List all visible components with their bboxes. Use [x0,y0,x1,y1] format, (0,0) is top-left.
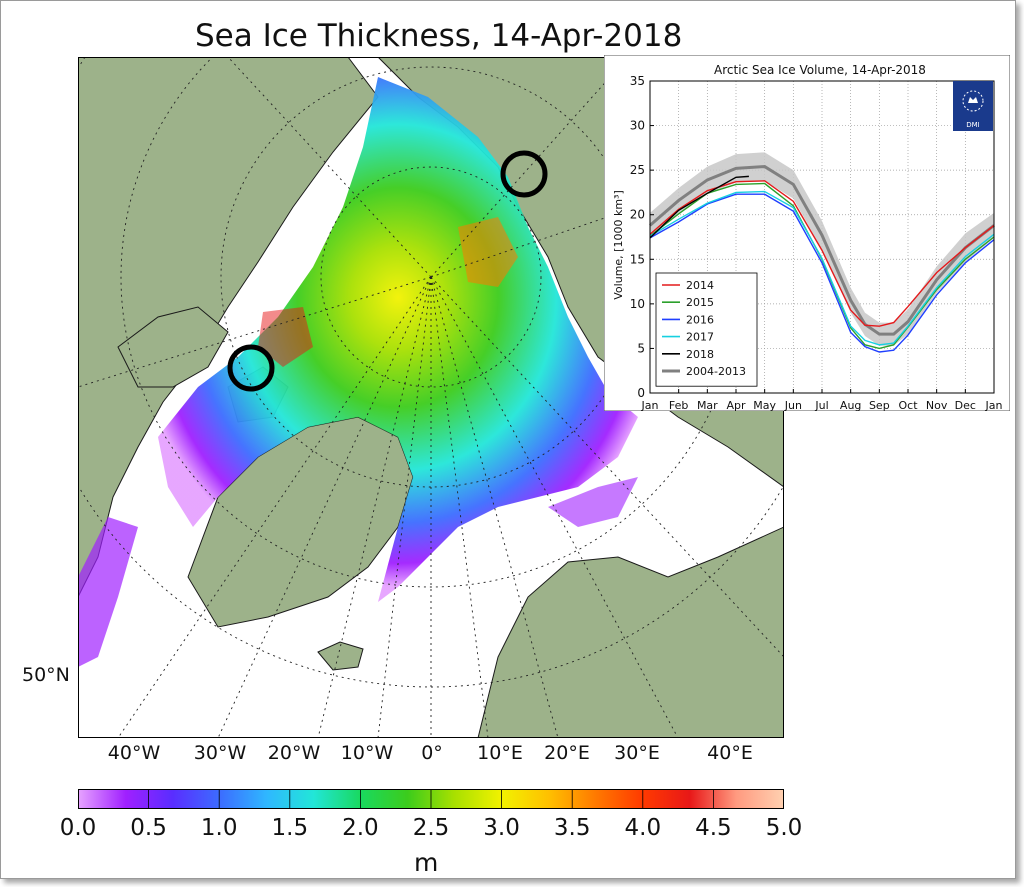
series-line-2004-2013 [649,165,995,336]
legend-box [655,272,758,387]
land-iceland [317,641,364,671]
x-tick-label: Jan [641,399,659,411]
lon-label-40e: 40°E [707,742,753,764]
x-tick-label: Apr [726,399,746,411]
x-tick-label: Aug [840,399,861,411]
y-tick-label: 10 [630,297,645,311]
colorbar-tick-label: 1.5 [271,815,309,841]
circle-marker-laptev [500,150,548,198]
lon-label-10w: 10°W [340,742,394,764]
colorbar-tick-label: 3.5 [553,815,591,841]
x-tick-label: Jul [814,399,828,411]
thick-ice-patch-2 [258,307,313,367]
x-tick-label: Sep [869,399,890,411]
land-scandinavia [477,526,784,738]
sea-ice-cover [158,77,638,602]
series-line-2016 [649,193,995,353]
x-tick-label: Nov [926,399,948,411]
lon-label-40w: 40°W [107,742,161,764]
series-line-2018 [649,175,749,239]
colorbar-tick-label: 3.0 [483,815,520,841]
colorbar-tick-label: 4.0 [624,815,662,841]
legend-label: 2014 [686,279,714,292]
thick-ice-patch [458,217,518,287]
map-title: Sea Ice Thickness, 14-Apr-2018 [195,18,683,54]
x-tick-label: Feb [669,399,688,411]
legend-label: 2004-2013 [686,365,746,378]
legend-label: 2016 [686,313,714,326]
y-tick-label: 35 [630,74,645,88]
legend-label: 2017 [686,331,714,344]
dmi-logo: DMI [953,81,993,131]
x-tick-label: Jun [784,399,802,411]
lon-label-20e: 20°E [544,742,590,764]
volume-chart-title: Arctic Sea Ice Volume, 14-Apr-2018 [714,63,926,77]
legend-label: 2018 [686,348,714,361]
lon-label-0: 0° [421,742,443,764]
crown-icon [968,97,978,103]
series-line-2015 [649,182,995,350]
legend-label: 2015 [686,296,714,309]
dmi-logo-stars [962,90,984,112]
colorbar-tick-label: 0.0 [59,815,97,841]
colorbar-tick-label: 5.0 [765,815,803,841]
x-tick-label: Mar [697,399,718,411]
colorbar [78,789,784,809]
x-tick-label: Jan [985,399,1003,411]
colorbar-tick-label: 0.5 [130,815,167,841]
colorbar-unit: m [414,848,439,877]
y-tick-label: 20 [630,208,645,222]
colorbar-tick-label: 1.0 [200,815,238,841]
x-tick-label: Oct [898,399,918,411]
lon-label-30w: 30°W [193,742,247,764]
volume-chart-ylabel: Volume, [1000 km³] [612,190,625,299]
circle-marker-archipelago [227,344,275,392]
x-tick-label: May [753,399,776,411]
y-tick-label: 5 [637,341,645,355]
lon-label-10e: 10°E [477,742,523,764]
dmi-logo-box [953,81,993,131]
thin-ice-south [78,517,138,667]
x-tick-label: Dec [955,399,976,411]
volume-chart: Arctic Sea Ice Volume, 14-Apr-2018 Volum… [604,55,1010,411]
y-tick-label: 15 [630,252,645,266]
colorbar-tick-label: 2.5 [412,815,450,841]
series-line-2017 [649,190,995,346]
lon-label-30e: 30°E [614,742,660,764]
dmi-logo-text: DMI [966,121,980,129]
colorbar-tick-label: 4.5 [695,815,732,841]
lon-label-20w: 20°W [267,742,321,764]
sea-ice-map [78,57,784,738]
y-tick-label: 30 [630,119,645,133]
colorbar-tick-label: 2.0 [342,815,379,841]
thin-ice-barents [548,477,638,527]
lat-label-50n: 50°N [22,664,70,686]
y-tick-label: 0 [637,386,645,400]
y-tick-label: 25 [630,163,645,177]
